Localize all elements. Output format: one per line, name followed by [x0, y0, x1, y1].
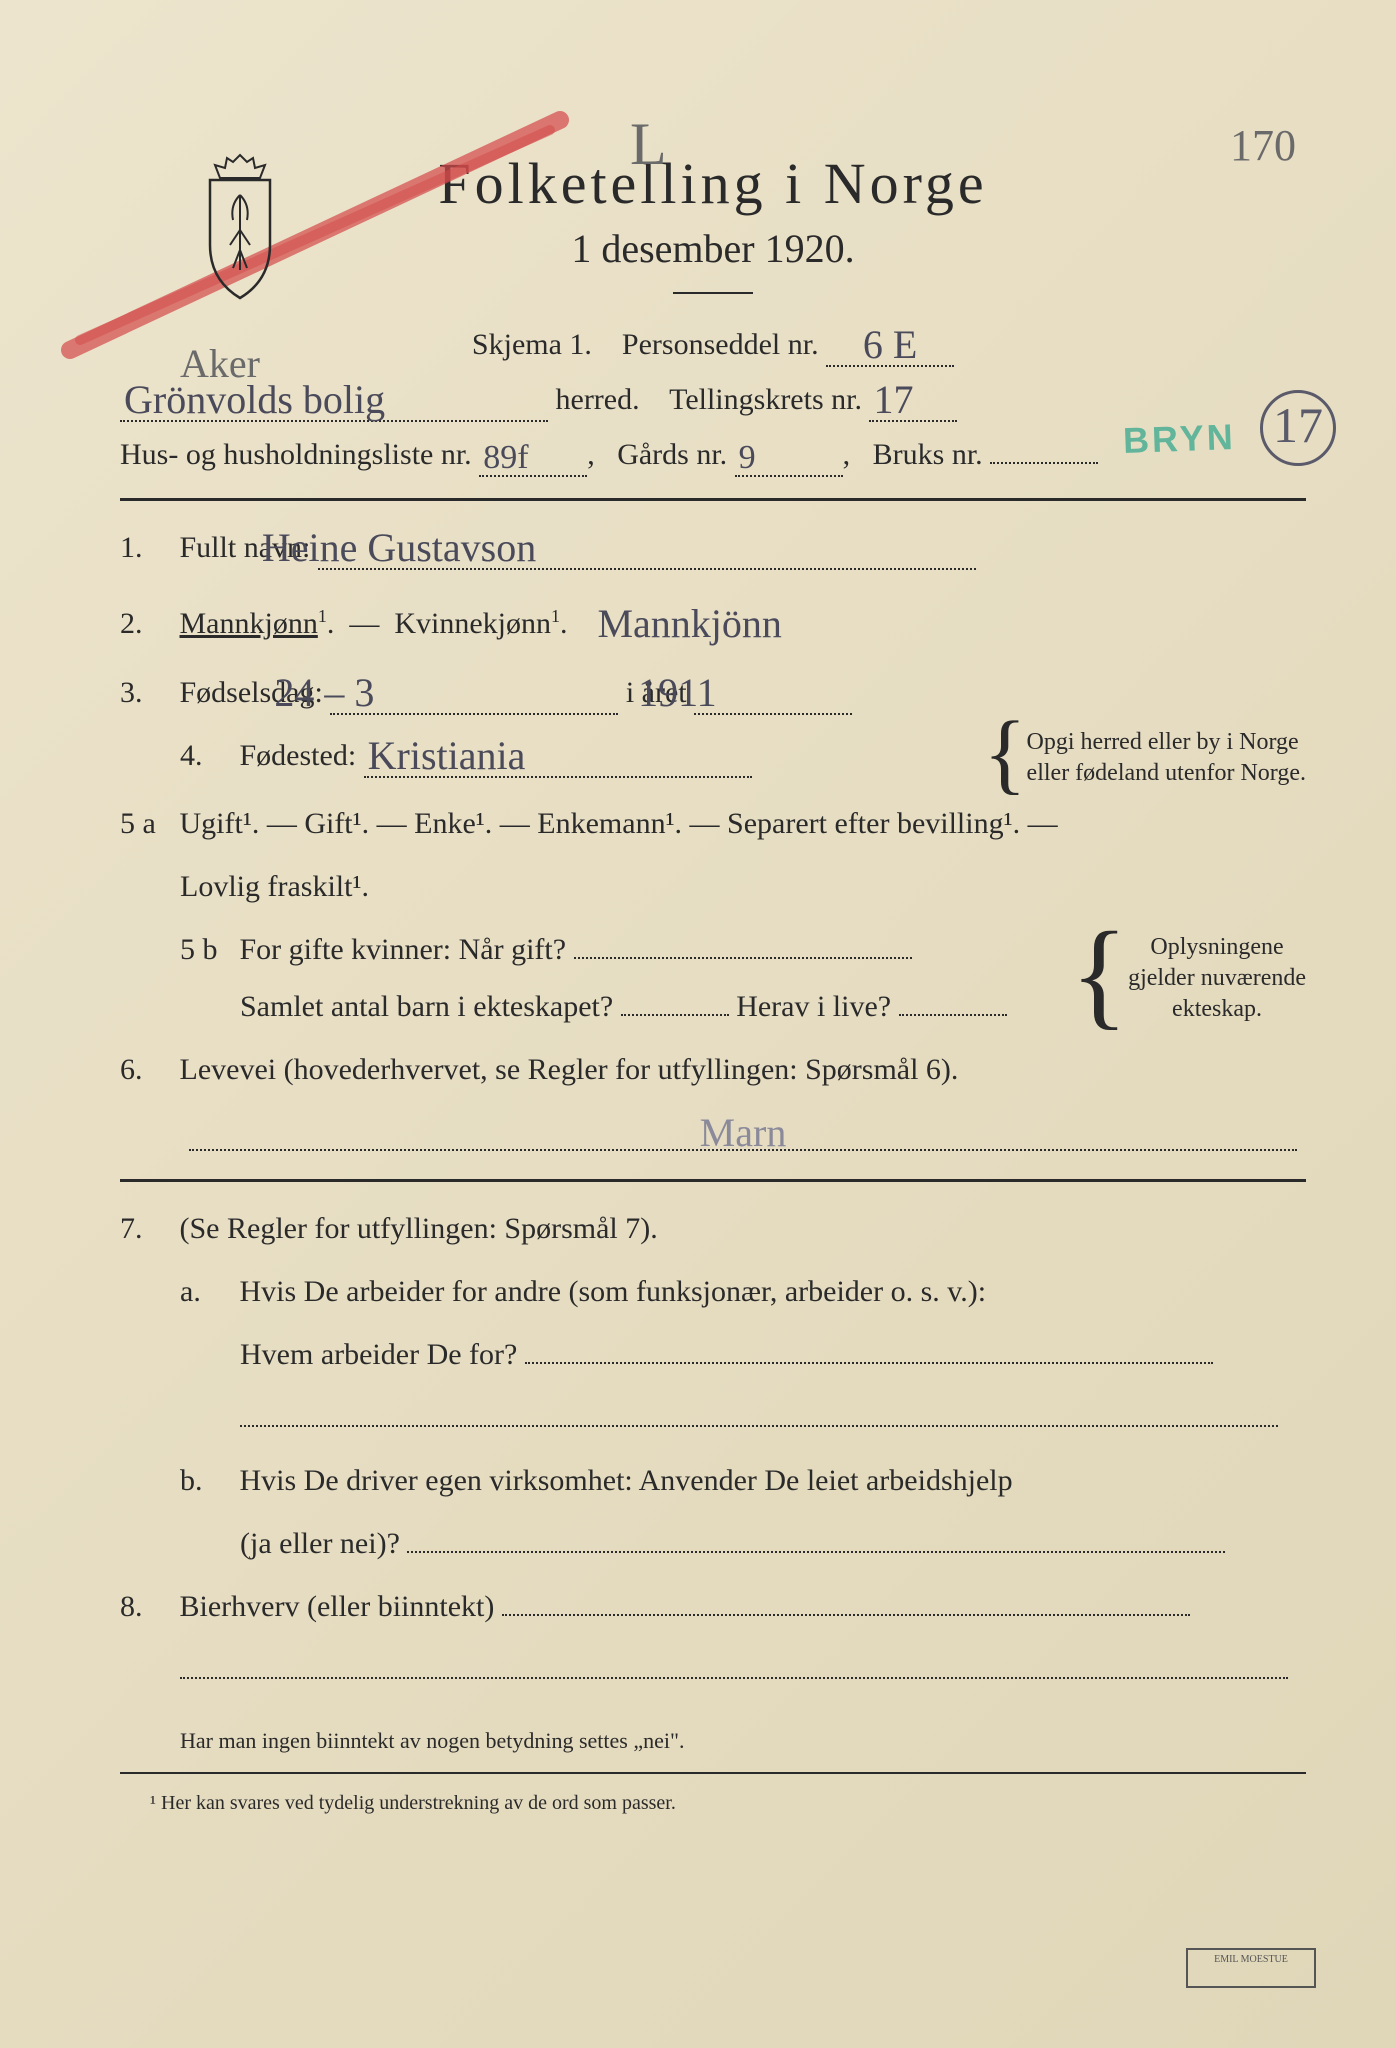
q5a-opts: Ugift¹. — Gift¹. — Enke¹. — Enkemann¹. —… [180, 807, 1058, 840]
q3-year: 1911 [694, 673, 852, 715]
form-title: Folketelling i Norge [120, 150, 1306, 217]
q5b-note-text: Oplysningene gjelder nuværende ekteskap. [1128, 932, 1306, 1026]
gards-nr: 9 [735, 441, 843, 477]
q5b: 5 b For gifte kvinner: Når gift? Samlet … [120, 921, 1306, 1035]
q6: 6. Levevei (hovederhvervet, se Regler fo… [120, 1041, 1306, 1098]
form-subtitle: 1 desember 1920. [120, 225, 1306, 272]
q7a-line3 [120, 1389, 1306, 1446]
herred-value: Grönvolds bolig [120, 380, 548, 422]
q5b-note-3: ekteskap. [1172, 996, 1262, 1022]
q8-label: Bierhverv (eller biinntekt) [180, 1590, 495, 1623]
q6-blank: Marn [189, 1109, 1297, 1151]
coat-of-arms-icon [195, 150, 285, 300]
q8: 8. Bierhverv (eller biinntekt) [120, 1578, 1306, 1635]
q2: 2. Mannkjønn1. — Kvinnekjønn1. Mannkjönn [120, 582, 1306, 658]
q5b-barn-blank [621, 1014, 729, 1016]
footnote-2: ¹ Her kan svares ved tydelig understrekn… [120, 1792, 1306, 1815]
q6-value: Marn [700, 1110, 787, 1155]
q8-blank [502, 1614, 1190, 1616]
q8-blank2 [180, 1677, 1288, 1679]
q5b-left: 5 b For gifte kvinner: Når gift? Samlet … [180, 921, 1070, 1035]
q5b-note: { Oplysningene gjelder nuværende ekteska… [1070, 932, 1306, 1026]
circled-number: 17 [1260, 390, 1336, 466]
q4-num: 4. [180, 727, 232, 784]
q4-note-2: eller fødeland utenfor Norge. [1027, 760, 1306, 786]
q5b-gift-blank [574, 957, 912, 959]
separator-2 [120, 1179, 1306, 1182]
q2-value: Mannkjönn [597, 601, 781, 646]
q4-note-1: Opgi herred eller by i Norge [1027, 729, 1299, 755]
husliste-label: Hus- og husholdningsliste nr. [120, 438, 472, 471]
q7: 7. (Se Regler for utfyllingen: Spørsmål … [120, 1200, 1306, 1257]
q5a-num: 5 a [120, 795, 172, 852]
separator-3 [120, 1772, 1306, 1774]
q5b-note-2: gjelder nuværende [1128, 965, 1306, 991]
q5b-label1: For gifte kvinner: Når gift? [240, 933, 567, 966]
personseddel-label: Personseddel nr. [622, 328, 819, 361]
q4-label: Fødested: [240, 739, 357, 772]
q7a-line2: Hvem arbeider De for? [120, 1326, 1306, 1383]
pencil-mark-center: L [630, 110, 667, 179]
herred-label: herred. [556, 383, 640, 416]
husliste-nr: 89f [479, 441, 587, 477]
q1-value: Heine Gustavson [318, 528, 976, 570]
q1: 1. Fullt navn: Heine Gustavson [120, 519, 1306, 576]
q2-num: 2. [120, 595, 172, 652]
gards-label: Gårds nr. [617, 438, 727, 471]
bruks-nr [990, 462, 1098, 464]
q7a-text1: Hvis De arbeider for andre (som funksjon… [240, 1275, 987, 1308]
schema-line: Skjema 1. Personseddel nr. 6 E [120, 319, 1306, 370]
divider [673, 292, 753, 294]
q5a-opts2: Lovlig fraskilt¹. [180, 870, 369, 903]
q2-mann: Mannkjønn [180, 607, 318, 640]
q7a-blank [525, 1362, 1213, 1364]
personseddel-nr: 6 E [826, 325, 954, 367]
separator-1 [120, 498, 1306, 501]
q7b-text2: (ja eller nei)? [240, 1527, 400, 1560]
census-form-page: L 170 Aker BRYN 17 Folketelling i Norge … [0, 0, 1396, 2048]
q7-num: 7. [120, 1200, 172, 1257]
q3-num: 3. [120, 664, 172, 721]
q7b-num: b. [180, 1452, 232, 1509]
q7a-num: a. [180, 1263, 232, 1320]
q1-num: 1. [120, 519, 172, 576]
q7b-line2: (ja eller nei)? [120, 1515, 1306, 1572]
q7-label: (Se Regler for utfyllingen: Spørsmål 7). [180, 1212, 658, 1245]
q8-num: 8. [120, 1578, 172, 1635]
tellingskrets-nr: 17 [869, 380, 957, 422]
green-stamp: BRYN [1123, 416, 1237, 462]
q4-note-text: Opgi herred eller by i Norge eller fødel… [1027, 727, 1306, 789]
q7b: b. Hvis De driver egen virksomhet: Anven… [120, 1452, 1306, 1509]
q5b-note-1: Oplysningene [1150, 934, 1283, 960]
q5a-line2: Lovlig fraskilt¹. [120, 858, 1306, 915]
q8-line2 [120, 1641, 1306, 1698]
q5b-num: 5 b [180, 921, 232, 978]
q7a: a. Hvis De arbeider for andre (som funks… [120, 1263, 1306, 1320]
q4-left: 4. Fødested: Kristiania [180, 727, 983, 784]
q7a-blank2 [240, 1425, 1278, 1427]
q6-num: 6. [120, 1041, 172, 1098]
q5b-label2: Samlet antal barn i ekteskapet? [240, 990, 613, 1023]
bruks-label: Bruks nr. [873, 438, 983, 471]
q5a: 5 a Ugift¹. — Gift¹. — Enke¹. — Enkemann… [120, 795, 1306, 852]
pencil-mark-right: 170 [1230, 120, 1296, 171]
q5b-label3: Herav i live? [736, 990, 891, 1023]
tellingskrets-label: Tellingskrets nr. [669, 383, 862, 416]
skjema-label: Skjema 1. [472, 328, 592, 361]
q4-value: Kristiania [364, 736, 752, 778]
q5b-live-blank [899, 1014, 1007, 1016]
q7b-blank [407, 1551, 1225, 1553]
q6-label: Levevei (hovederhvervet, se Regler for u… [180, 1053, 959, 1086]
herred-line: Grönvolds bolig herred. Tellingskrets nr… [120, 374, 1306, 425]
q7a-text2: Hvem arbeider De for? [240, 1338, 517, 1371]
q2-kvinne: Kvinnekjønn [394, 607, 551, 640]
q3-day: 24 – 3 [330, 673, 618, 715]
q4-note: { Opgi herred eller by i Norge eller fød… [983, 727, 1306, 789]
printer-stamp: EMIL MOESTUE [1186, 1948, 1316, 1988]
q7b-text1: Hvis De driver egen virksomhet: Anvender… [240, 1464, 1013, 1497]
q6-answer-line: Marn [120, 1104, 1306, 1161]
footnote-1: Har man ingen biinntekt av nogen betydni… [120, 1728, 1306, 1754]
q3: 3. Fødselsdag: 24 – 3 i året 1911 [120, 664, 1306, 721]
q4: 4. Fødested: Kristiania { Opgi herred el… [120, 727, 1306, 789]
